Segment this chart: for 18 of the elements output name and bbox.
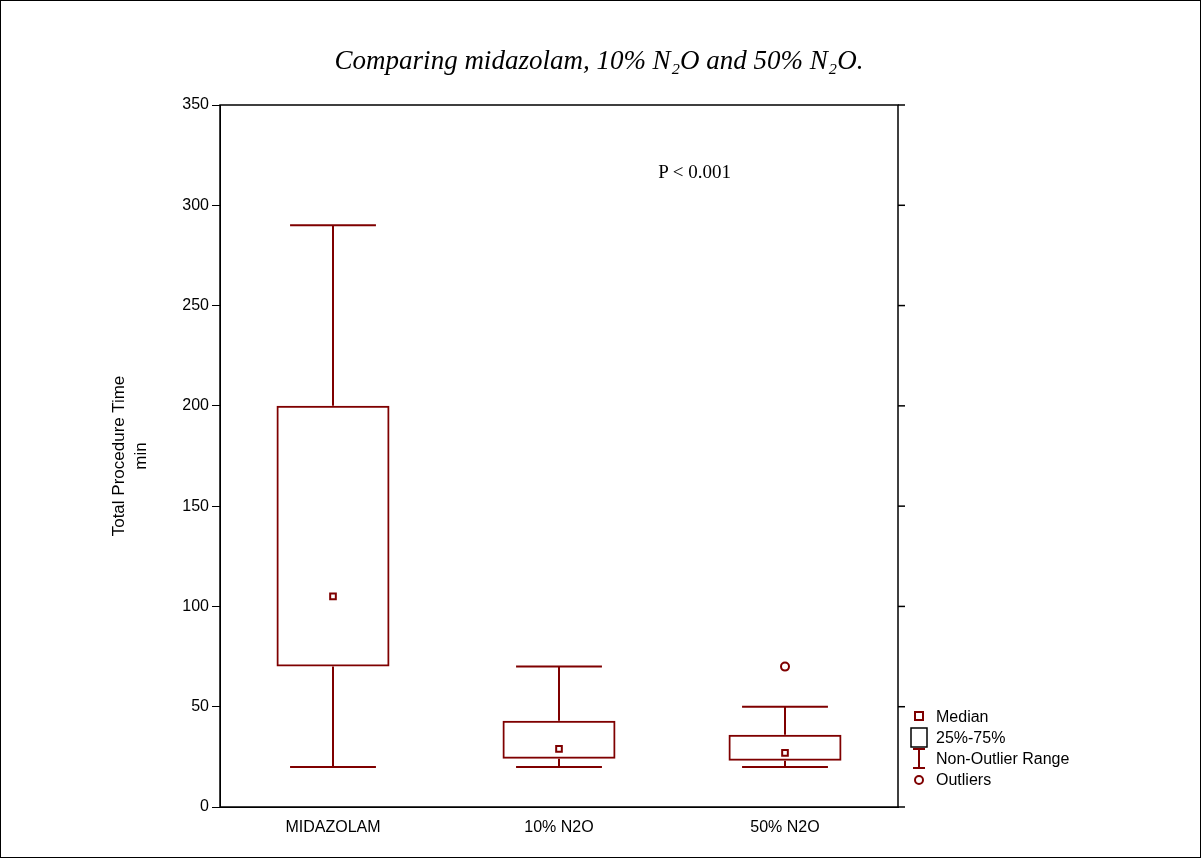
- y-tick-label: 250: [182, 295, 210, 313]
- x-tick-label: 50% N2O: [750, 818, 820, 836]
- y-tick-label: 300: [182, 195, 210, 213]
- y-tick-label: 50: [191, 697, 210, 715]
- x-tick-label: MIDAZOLAM: [285, 818, 381, 836]
- text: 25%-75%: [936, 728, 1006, 747]
- y-axis-title: Total Procedure Time min: [108, 375, 150, 537]
- chart-title: Comparing midazolam, 10% N₂O and 50% N₂O.: [334, 45, 864, 76]
- y-tick-label: 100: [182, 596, 210, 614]
- y-tick-label: 350: [182, 95, 210, 113]
- y-tick-label: 0: [200, 797, 210, 815]
- annotation: P < 0.001: [658, 160, 732, 182]
- y-tick-label: 200: [182, 396, 210, 414]
- y-tick-label: 150: [182, 496, 210, 514]
- text: Non-Outlier Range: [936, 749, 1070, 768]
- x-tick-label: 10% N2O: [524, 818, 594, 836]
- text: Median: [936, 707, 989, 726]
- text: Outliers: [936, 770, 992, 789]
